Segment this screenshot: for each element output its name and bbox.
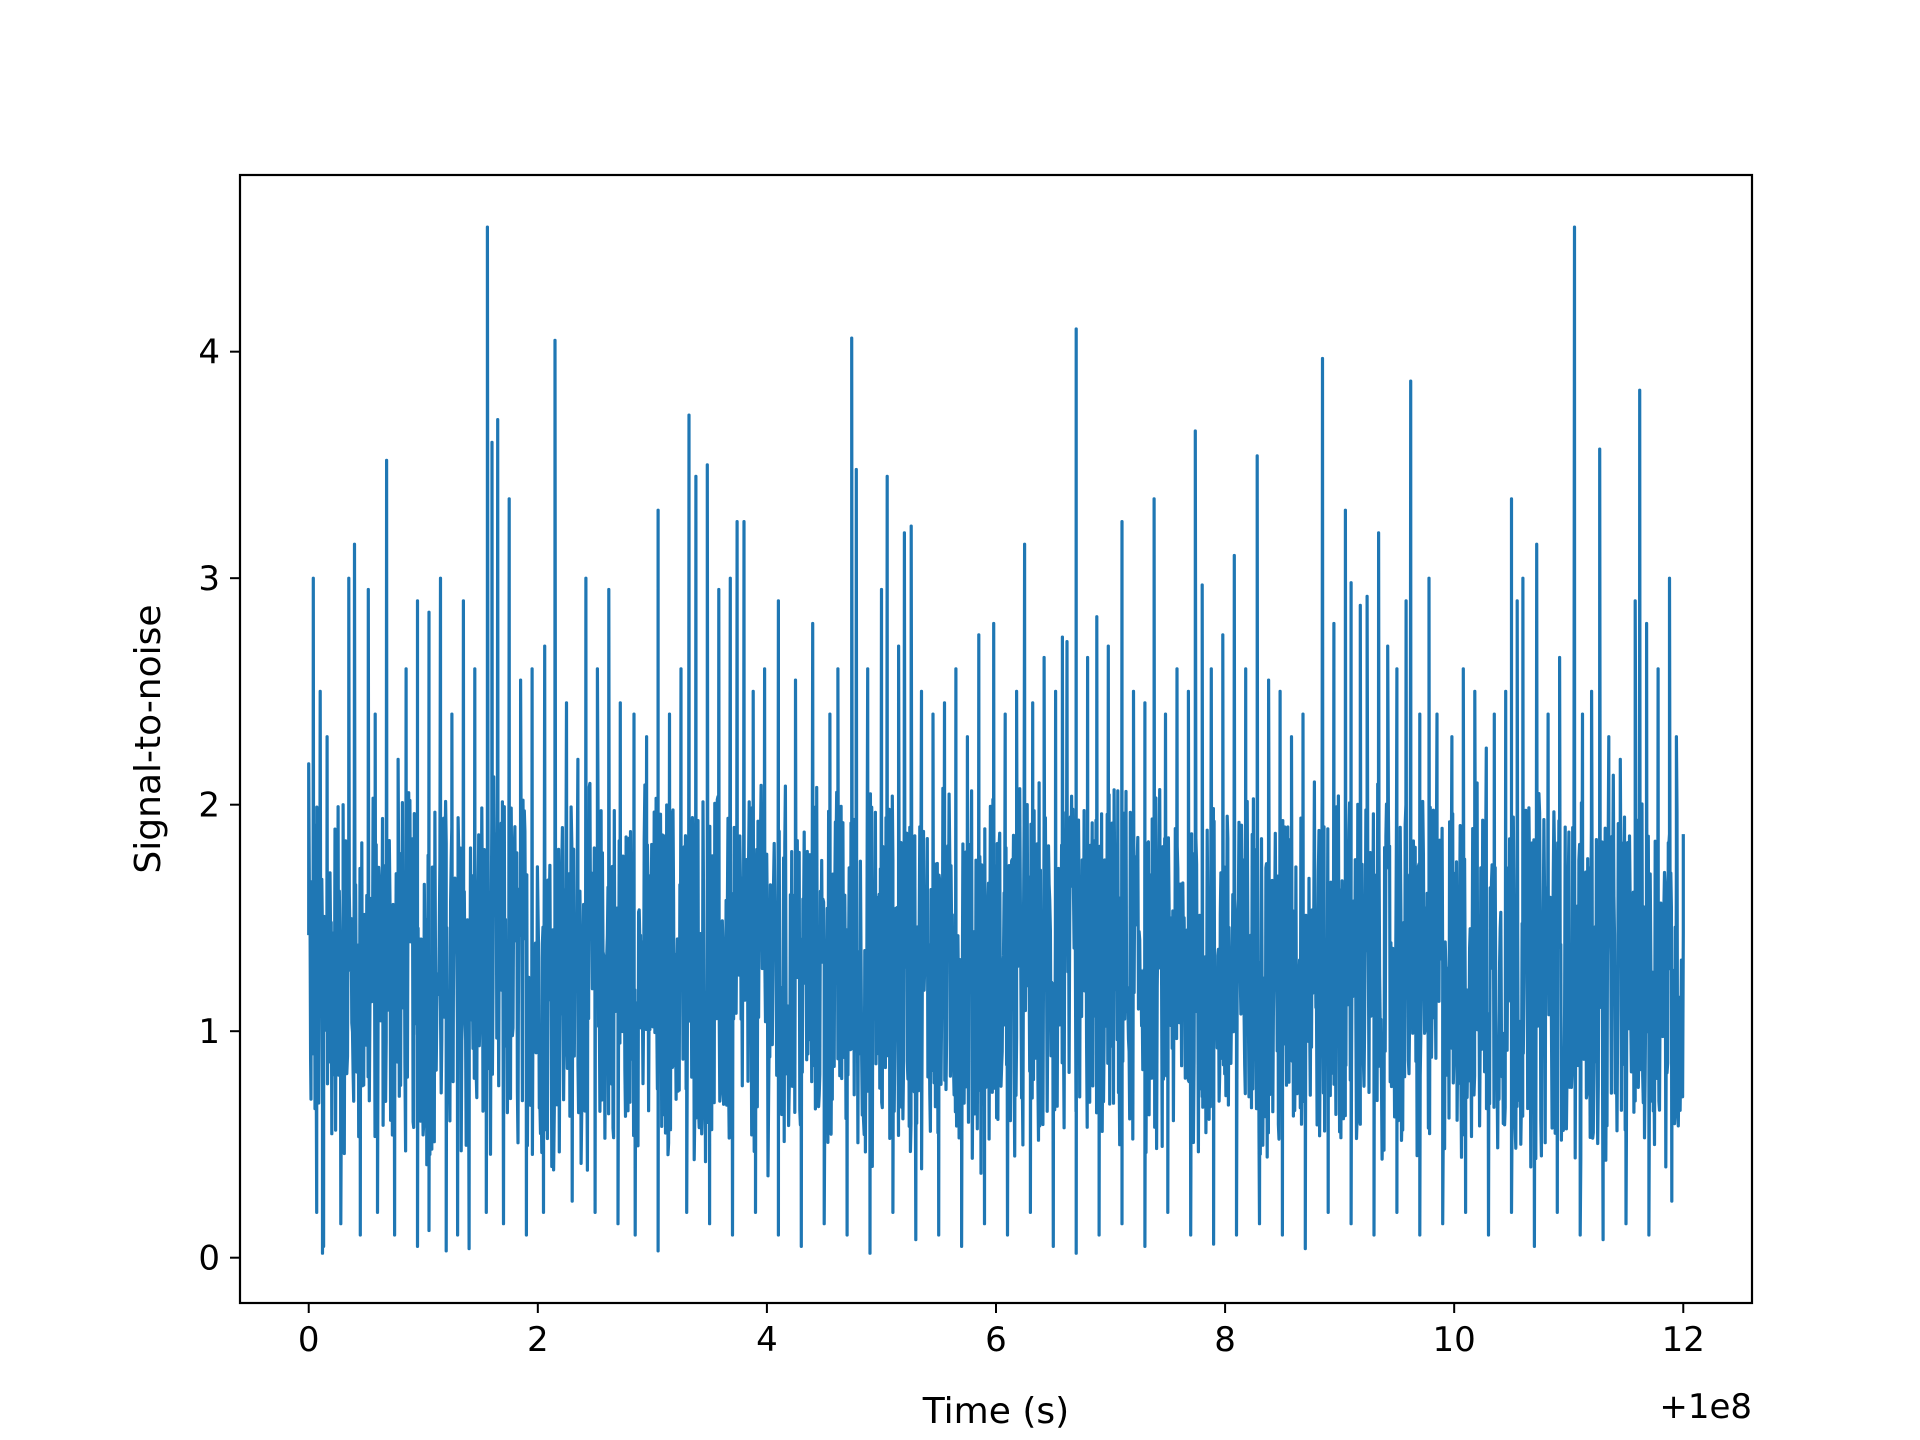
series-layer [307,225,1685,1255]
signal-series-line [307,225,1685,1255]
x-tick-label: 10 [1433,1320,1476,1360]
x-tick-label: 8 [1214,1320,1236,1360]
x-tick-label: 4 [756,1320,778,1360]
x-tick-label: 2 [527,1320,549,1360]
x-axis-label: Time (s) [922,1391,1069,1432]
y-tick-label: 2 [198,786,220,826]
y-axis-ticks: 0 1 2 3 4 [198,333,240,1279]
y-axis-label: Signal-to-noise [128,604,169,873]
x-tick-label: 0 [298,1320,320,1360]
y-tick-label: 3 [198,559,220,599]
x-tick-label: 12 [1662,1320,1705,1360]
x-tick-label: 6 [985,1320,1007,1360]
x-axis-offset-label: +1e8 [1659,1387,1752,1427]
x-axis-ticks: 0 2 4 6 8 10 12 [298,1303,1705,1360]
y-tick-label: 1 [198,1012,220,1052]
y-tick-label: 0 [198,1239,220,1279]
y-tick-label: 4 [198,333,220,373]
